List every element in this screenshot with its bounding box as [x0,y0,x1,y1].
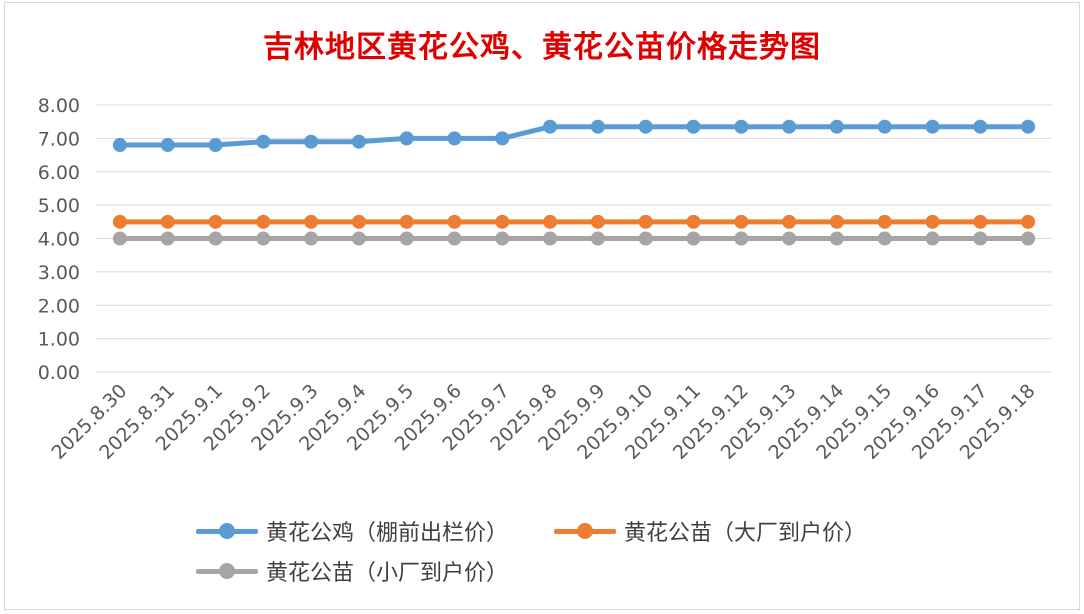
legend-item-series-3: 黄花公苗（小厂到户价） [196,554,508,588]
y-tick-label-7: 7.00 [38,128,80,150]
y-tick-label-2: 2.00 [38,295,80,317]
y-tick-label-4: 4.00 [38,229,80,251]
series-1-point-17 [925,119,940,134]
series-3-point-0 [112,231,127,246]
series-2-point-5 [351,214,366,229]
series-1-point-8 [495,131,510,146]
series-2-point-2 [208,214,223,229]
series-2-point-19 [1021,214,1036,229]
series-3-point-18 [973,231,988,246]
series-1-point-16 [877,119,892,134]
chart-frame [4,2,1080,610]
series-3-point-1 [160,231,175,246]
y-tick-label-5: 5.00 [38,195,80,217]
legend-swatch-series-3 [196,554,258,588]
series-2-point-10 [590,214,605,229]
series-2-point-17 [925,214,940,229]
series-1-point-9 [543,119,558,134]
series-line-1 [117,124,1031,148]
series-3-point-17 [925,231,940,246]
series-1-point-2 [208,138,223,153]
series-2-point-16 [877,214,892,229]
series-2-point-15 [829,214,844,229]
series-3-point-2 [208,231,223,246]
series-1-point-0 [112,138,127,153]
series-1-point-4 [304,134,319,149]
series-3-point-10 [590,231,605,246]
series-1-point-7 [447,131,462,146]
series-3-point-12 [686,231,701,246]
series-1-point-5 [351,134,366,149]
series-2-point-13 [734,214,749,229]
series-2-point-8 [495,214,510,229]
series-3-point-9 [543,231,558,246]
legend-label-series-2: 黄花公苗（大厂到户价） [624,521,867,546]
series-2-point-14 [782,214,797,229]
series-3-point-15 [829,231,844,246]
legend-swatch-series-1 [196,514,258,548]
y-tick-label-1: 1.00 [38,329,80,351]
series-3-point-4 [304,231,319,246]
legend-item-series-1: 黄花公鸡（棚前出栏价） [196,514,508,548]
series-3-point-5 [351,231,366,246]
series-3-point-3 [256,231,271,246]
series-3-point-8 [495,231,510,246]
series-2-point-9 [543,214,558,229]
series-1-point-19 [1021,119,1036,134]
series-2-point-12 [686,214,701,229]
series-2-point-3 [256,214,271,229]
series-1-point-18 [973,119,988,134]
legend-item-series-2: 黄花公苗（大厂到户价） [554,514,866,548]
legend-label-series-1: 黄花公鸡（棚前出栏价） [266,521,509,546]
series-1-point-10 [590,119,605,134]
series-3-point-19 [1021,231,1036,246]
series-3-point-14 [782,231,797,246]
series-2-point-7 [447,214,462,229]
series-1-point-6 [399,131,414,146]
series-2-point-11 [638,214,653,229]
series-1-point-1 [160,138,175,153]
series-3-point-16 [877,231,892,246]
series-3-point-13 [734,231,749,246]
y-tick-label-3: 3.00 [38,262,80,284]
legend-label-series-3: 黄花公苗（小厂到户价） [266,561,509,586]
chart-title: 吉林地区黄花公鸡、黄花公苗价格走势图 [263,30,821,65]
y-tick-label-6: 6.00 [38,162,80,184]
series-1-point-14 [782,119,797,134]
series-3-point-11 [638,231,653,246]
series-1-point-13 [734,119,749,134]
series-1-point-15 [829,119,844,134]
series-2-point-18 [973,214,988,229]
series-3-point-6 [399,231,414,246]
y-tick-label-8: 8.00 [38,95,80,117]
series-2-point-6 [399,214,414,229]
legend-swatch-series-2 [554,514,616,548]
series-3-point-7 [447,231,462,246]
series-2-point-0 [112,214,127,229]
series-1-point-12 [686,119,701,134]
series-2-point-1 [160,214,175,229]
y-tick-label-0: 0.00 [38,362,80,384]
series-1-point-3 [256,134,271,149]
series-2-point-4 [304,214,319,229]
series-1-point-11 [638,119,653,134]
